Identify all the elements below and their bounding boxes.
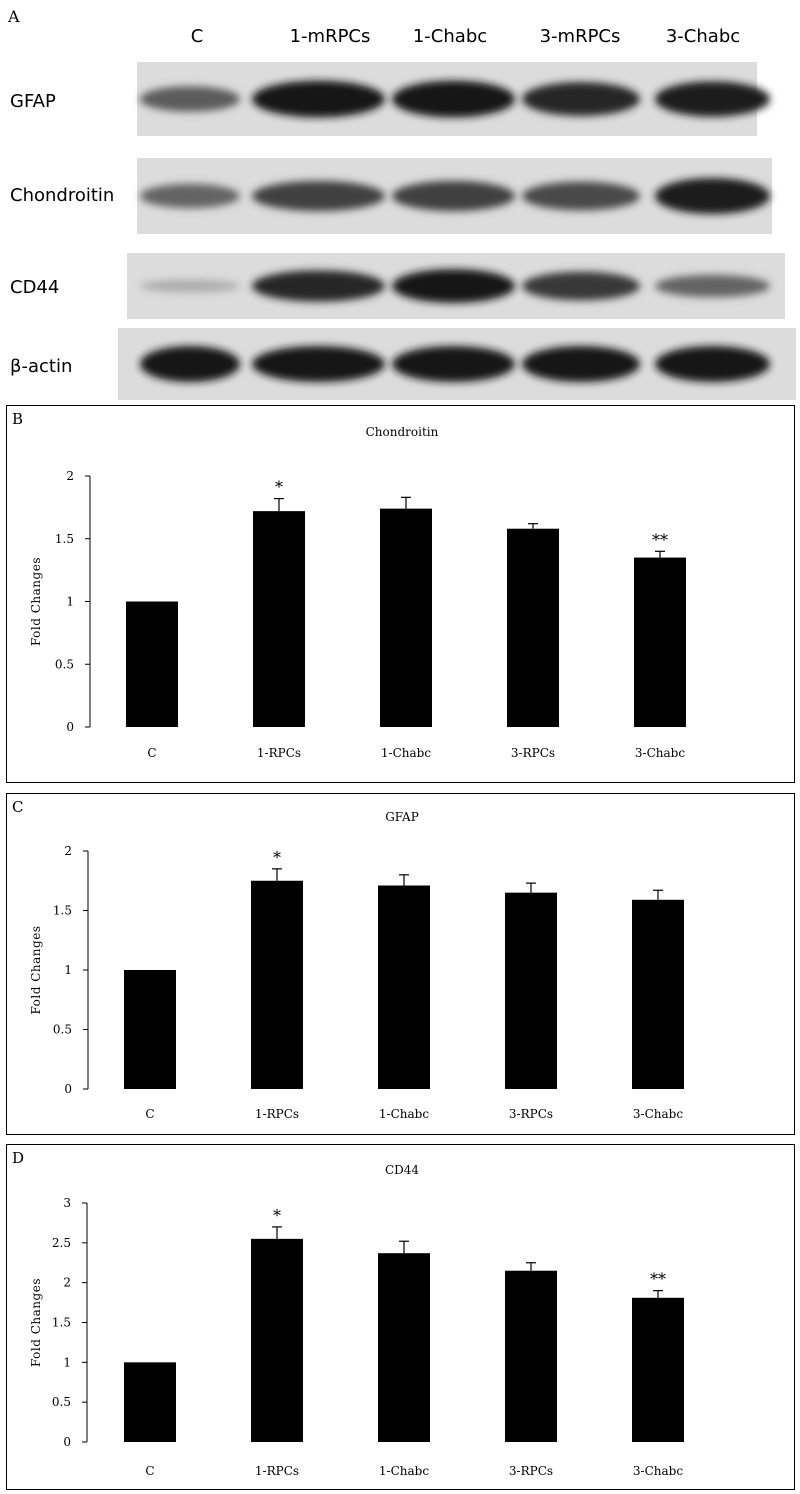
band-cd44-c: [140, 279, 240, 293]
bar-1-rpcs: [251, 1238, 303, 1442]
x-tick-label-3-chabc: 3-Chabc: [635, 746, 685, 760]
band-actin-3-mrpcs: [522, 346, 640, 382]
y-tick-label-2: 2: [66, 469, 74, 483]
western-blot-image: A C 1-mRPCs 1-Chabc 3-mRPCs 3-Chabc GFAP Chondr…: [7, 7, 796, 400]
band-cd44-1-chabc: [392, 269, 515, 303]
y-tick-label-1: 1: [64, 963, 72, 977]
cd44-bar-chart: D CD44 Fold Changes 0 0.5 1 1.5 2 2.5 3 C * 1-RPCs 1-…: [12, 1149, 684, 1478]
y-tick-label-0: 0: [66, 720, 74, 734]
bar-3-chabc: [632, 1297, 684, 1442]
gfap-chart-panel: C GFAP Fold Changes 0 0.5 1 1.5 2 C * 1-RPCs 1-Chab…: [6, 793, 795, 1135]
chondroitin-chart-panel: B Chondroitin Fold Changes 0 0.5 1 1.5 2 C * 1-RPC…: [6, 405, 795, 783]
cd44-chart-panel: D CD44 Fold Changes 0 0.5 1 1.5 2 2.5 3 C * 1-RPCs 1-…: [6, 1144, 795, 1490]
y-tick-label-3: 3: [63, 1196, 71, 1210]
row-label-gfap: GFAP: [10, 91, 56, 112]
y-tick-label-0: 0: [64, 1082, 72, 1096]
bar-3-rpcs: [507, 528, 559, 727]
chart-title: CD44: [385, 1163, 419, 1177]
bar-c: [126, 601, 178, 727]
chart-title: GFAP: [385, 810, 419, 824]
band-gfap-c: [140, 86, 240, 112]
band-gfap-3-mrpcs: [522, 82, 640, 116]
y-tick-label-0-5: 0.5: [53, 1023, 72, 1037]
x-tick-label-3-rpcs: 3-RPCs: [509, 1464, 553, 1478]
bar-3-rpcs: [505, 1270, 557, 1442]
significance-mark-1-rpcs: *: [273, 1206, 281, 1225]
band-gfap-3-chabc: [655, 81, 770, 117]
band-chondroitin-3-chabc: [655, 178, 770, 214]
bar-1-chabc: [378, 885, 430, 1089]
significance-mark-3-chabc: **: [650, 1270, 666, 1289]
y-tick-label-1-5: 1.5: [52, 1316, 71, 1330]
chart-title: Chondroitin: [366, 425, 439, 439]
significance-mark-1-rpcs: *: [273, 848, 281, 867]
lane-label-3-mrpcs: 3-mRPCs: [540, 26, 621, 47]
x-tick-label-3-chabc: 3-Chabc: [633, 1107, 683, 1121]
band-actin-1-mrpcs: [252, 346, 385, 382]
bar-c: [124, 1362, 176, 1442]
x-tick-label-c: C: [145, 1464, 154, 1478]
y-tick-label-0: 0: [63, 1435, 71, 1449]
y-tick-label-1-5: 1.5: [55, 532, 74, 546]
chondroitin-bar-chart: B Chondroitin Fold Changes 0 0.5 1 1.5 2 C * 1-RPC…: [12, 410, 686, 760]
x-tick-label-3-rpcs: 3-RPCs: [509, 1107, 553, 1121]
row-label-chondroitin: Chondroitin: [10, 185, 114, 206]
row-label-cd44: CD44: [10, 277, 59, 298]
band-actin-c: [140, 346, 240, 382]
band-actin-1-chabc: [392, 346, 515, 382]
bar-1-rpcs: [251, 880, 303, 1089]
x-tick-label-1-chabc: 1-Chabc: [379, 1107, 429, 1121]
band-cd44-1-mrpcs: [252, 270, 385, 302]
bar-1-chabc: [380, 508, 432, 727]
x-tick-label-1-rpcs: 1-RPCs: [255, 1464, 299, 1478]
band-gfap-1-chabc: [392, 80, 515, 118]
bar-3-rpcs: [505, 892, 557, 1089]
lane-label-3-chabc: 3-Chabc: [666, 26, 740, 47]
x-tick-label-c: C: [147, 746, 156, 760]
band-cd44-3-chabc: [655, 274, 770, 298]
x-tick-label-3-rpcs: 3-RPCs: [511, 746, 555, 760]
band-actin-3-chabc: [655, 346, 770, 382]
y-tick-label-1-5: 1.5: [53, 904, 72, 918]
bar-1-chabc: [378, 1253, 430, 1442]
y-axis-label: Fold Changes: [29, 1278, 43, 1367]
x-tick-label-3-chabc: 3-Chabc: [633, 1464, 683, 1478]
y-tick-label-2-5: 2.5: [52, 1236, 71, 1250]
panel-letter: B: [12, 410, 23, 428]
bar-3-chabc: [634, 557, 686, 727]
y-tick-label-1: 1: [66, 595, 74, 609]
panel-letter: D: [12, 1149, 24, 1167]
y-axis-label: Fold Changes: [29, 926, 43, 1015]
y-tick-label-0-5: 0.5: [55, 657, 74, 671]
y-tick-label-2: 2: [63, 1276, 71, 1290]
x-tick-label-1-rpcs: 1-RPCs: [255, 1107, 299, 1121]
bar-3-chabc: [632, 899, 684, 1089]
significance-mark-1-rpcs: *: [275, 478, 283, 497]
panel-letter: A: [7, 7, 20, 26]
x-tick-label-1-rpcs: 1-RPCs: [257, 746, 301, 760]
x-tick-label-1-chabc: 1-Chabc: [381, 746, 431, 760]
lane-label-c: C: [191, 26, 204, 47]
y-axis-label: Fold Changes: [29, 557, 43, 646]
y-tick-label-1: 1: [63, 1355, 71, 1369]
y-tick-label-2: 2: [64, 844, 72, 858]
western-blot-panel: A C 1-mRPCs 1-Chabc 3-mRPCs 3-Chabc GFAP Chondr…: [0, 0, 800, 402]
row-label-actin: β-actin: [10, 356, 72, 377]
significance-mark-3-chabc: **: [652, 530, 668, 549]
x-tick-label-1-chabc: 1-Chabc: [379, 1464, 429, 1478]
panel-letter: C: [12, 798, 23, 816]
band-gfap-1-mrpcs: [252, 80, 385, 118]
band-chondroitin-1-chabc: [392, 180, 515, 212]
x-tick-label-c: C: [145, 1107, 154, 1121]
band-cd44-3-mrpcs: [522, 271, 640, 301]
bar-1-rpcs: [253, 511, 305, 727]
band-chondroitin-3-mrpcs: [522, 181, 640, 211]
bar-c: [124, 970, 176, 1089]
gfap-bar-chart: C GFAP Fold Changes 0 0.5 1 1.5 2 C * 1-RPCs 1-Chab…: [12, 798, 684, 1121]
band-chondroitin-c: [140, 183, 240, 209]
lane-label-1-chabc: 1-Chabc: [413, 26, 487, 47]
lane-label-1-mrpcs: 1-mRPCs: [290, 26, 371, 47]
band-chondroitin-1-mrpcs: [252, 180, 385, 212]
y-tick-label-0-5: 0.5: [52, 1395, 71, 1409]
